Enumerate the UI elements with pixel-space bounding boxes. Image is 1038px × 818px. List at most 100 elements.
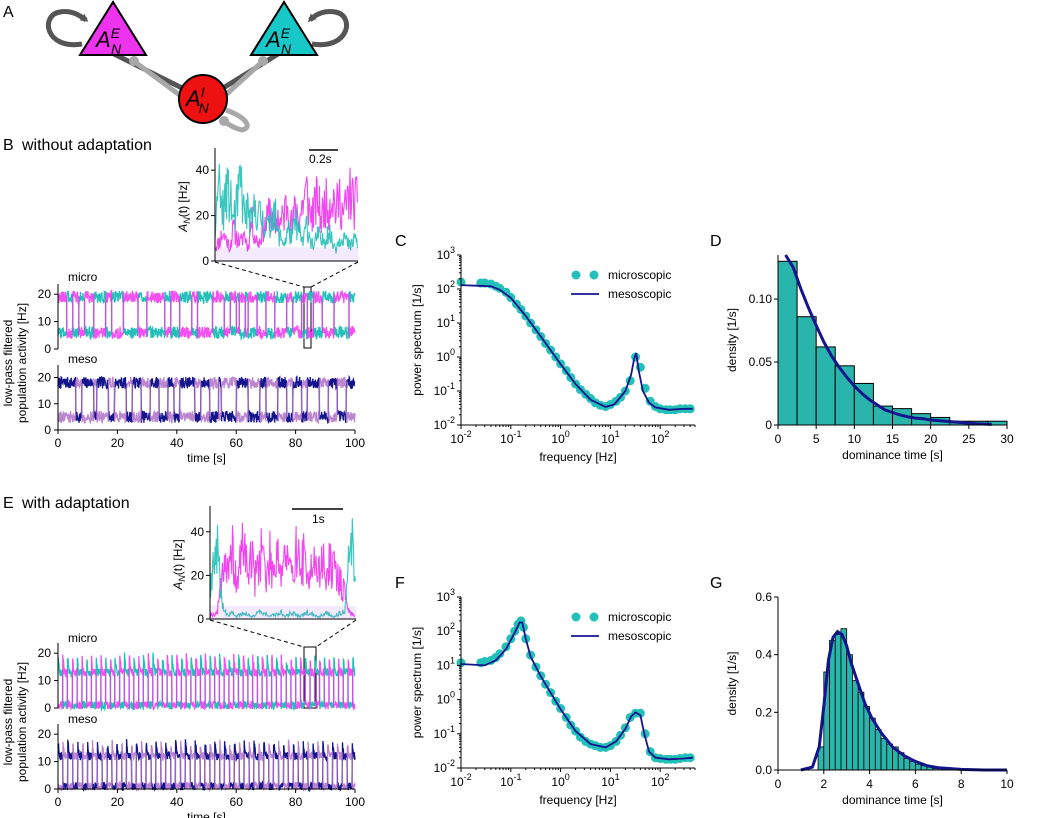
x-tick-label: 6 [912,777,919,791]
histogram-bar [796,316,817,426]
histogram-bar [857,691,865,771]
ts-ylabel-b-1: low-pass filtered [1,320,15,407]
self-loop-right [307,9,349,48]
y-tick-label: 20 [38,287,52,301]
self-loop-inhib-head [219,116,229,126]
network-diagram: AE N AE N AI N [45,0,349,133]
y-tick-label: 0 [765,418,772,432]
y-tick-label: 0.6 [755,590,772,604]
x-tick-label: 0 [55,795,62,809]
y-tick-label: 10-1 [434,381,455,398]
density-curve [800,629,1007,772]
chart-e-micro: 0 10 20 [38,643,356,715]
series-line-1 [57,652,356,712]
self-loop-left [45,9,89,48]
histogram-bar [840,628,848,771]
x-tick-label: 20 [924,432,938,446]
inset-overlap-band [215,247,358,261]
chart-c: 10-2 10-1 100 101 102 103 10-2 10-1 100 101 102 fre… [410,245,696,464]
panel-label-a: A [3,4,14,21]
legend-label-micro: microscopic [608,610,671,624]
panel-label-f: F [395,575,405,592]
x-tick-label: 2 [820,777,827,791]
chart-e-inset: 0 20 40 AN(t) [Hz] [171,506,356,626]
ts-ylabel-e-1: low-pass filtered [1,679,15,766]
trace-label-micro-b: micro [68,270,98,284]
x-tick-label: 80 [289,795,303,809]
y-axis-label: power spectrum [1/s] [410,627,424,738]
x-tick-label: 30 [1000,432,1014,446]
y-tick-label: 100 [437,690,455,707]
x-tick-label: 101 [601,429,619,446]
panel-label-b: B [3,137,14,154]
inset-overlap-band [210,605,356,619]
legend-label-meso: mesoscopic [608,629,671,643]
y-tick-label: 101 [437,655,455,672]
y-tick-label: 0.2 [755,705,772,719]
chart-f: 10-2 10-1 100 101 102 103 10-2 10-1 100 101 102 fre… [410,587,696,807]
histogram-bar [852,680,859,771]
histogram-bar [903,758,911,771]
inset-y-tick-label: 40 [191,525,205,539]
chart-d: 0 0.05 0.10 0 5 10 15 20 25 30 dominance time [s] d… [725,254,1014,462]
series-line-2 [57,375,356,425]
trace-label-meso-b: meso [68,352,98,366]
zoom-line-b-right [310,261,359,288]
histogram-bar [846,654,853,771]
series-line-1 [57,289,356,342]
x-tick-label: 40 [170,795,184,809]
series-line-2 [57,289,356,341]
y-tick-label: 10-1 [434,724,455,741]
zoom-line-e-right [315,619,357,648]
y-axis-label: density [1/s] [725,308,739,372]
panel-title-b: without adaptation [21,137,152,154]
histogram-bar [874,729,882,771]
y-tick-label: 103 [437,587,455,604]
excitatory-node-left [78,0,148,56]
x-tick-label: 0 [55,436,62,450]
series-line-2 [57,653,356,711]
y-tick-label: 103 [437,245,455,262]
chart-b-inset: 0 20 40 AN(t) [Hz] [176,148,358,268]
legend-label-micro: microscopic [608,268,671,282]
inset-y-tick-label: 0 [197,612,204,626]
node-right-label: AE N [264,25,292,57]
y-tick-label: 0 [44,342,51,356]
x-tick-label: 102 [651,429,669,446]
x-tick-label: 10-2 [450,772,471,789]
y-tick-label: 100 [437,347,455,364]
inset-y-tick-label: 40 [196,163,210,177]
node-inhib-label: AI N [184,84,210,116]
y-axis-label: power spectrum [1/s] [410,284,424,395]
y-tick-label: 102 [437,279,455,296]
x-tick-label: 20 [111,436,125,450]
inset-y-tick-label: 20 [191,568,205,582]
zoom-box-b [303,286,312,349]
trace-label-micro-e: micro [68,631,98,645]
y-tick-label: 20 [38,371,52,385]
panel-label-d: D [710,233,722,250]
scale-bar-label-e: 1s [312,512,325,526]
x-tick-label: 10-1 [500,429,521,446]
x-axis-label: frequency [Hz] [539,793,616,807]
data-point [635,708,645,718]
y-tick-label: 10-2 [434,758,455,775]
node-left-label: AE N [94,25,122,57]
y-tick-label: 10 [38,755,52,769]
x-tick-label: 40 [170,436,184,450]
inset-line-1 [214,163,358,254]
inset-line-1 [209,518,356,619]
inset-y-axis-label: AN(t) [Hz] [176,181,192,233]
y-tick-label: 10 [38,315,52,329]
inset-line-2 [214,167,358,253]
zoom-line-b-left [214,261,305,288]
y-tick-label: 10 [38,674,52,688]
y-tick-label: 0.10 [749,292,773,306]
histogram-bar [829,639,836,771]
data-point [495,649,505,659]
histogram-bar [909,760,916,771]
histogram-bar [834,634,842,771]
inhib-line-to-left [133,59,187,102]
panel-label-e: E [3,495,14,512]
